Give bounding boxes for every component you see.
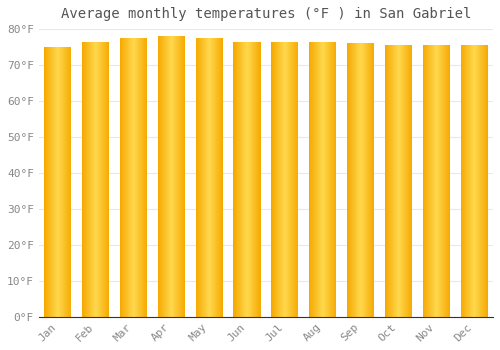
Title: Average monthly temperatures (°F ) in San Gabriel: Average monthly temperatures (°F ) in Sa… [60,7,471,21]
